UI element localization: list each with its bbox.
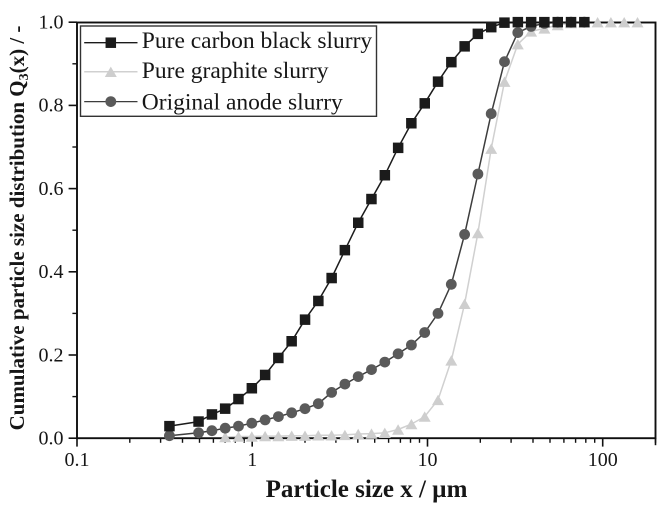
svg-text:0.6: 0.6 (39, 178, 64, 200)
svg-text:0.1: 0.1 (65, 449, 90, 471)
svg-text:1.0: 1.0 (39, 12, 64, 34)
svg-text:0.2: 0.2 (39, 344, 64, 366)
svg-text:0.0: 0.0 (39, 428, 64, 450)
svg-text:Original anode slurry: Original anode slurry (142, 89, 343, 115)
svg-text:0.8: 0.8 (39, 95, 64, 117)
svg-text:100: 100 (588, 449, 618, 471)
svg-text:10: 10 (418, 449, 438, 471)
svg-text:Particle size x / µm: Particle size x / µm (266, 476, 468, 503)
svg-text:Pure carbon black slurry: Pure carbon black slurry (142, 28, 373, 54)
svg-text:1: 1 (247, 449, 257, 471)
svg-text:Pure graphite slurry: Pure graphite slurry (142, 58, 329, 84)
svg-text:0.4: 0.4 (39, 261, 64, 283)
svg-text:Cumulative particle size distr: Cumulative particle size distribution Q3… (5, 26, 32, 431)
